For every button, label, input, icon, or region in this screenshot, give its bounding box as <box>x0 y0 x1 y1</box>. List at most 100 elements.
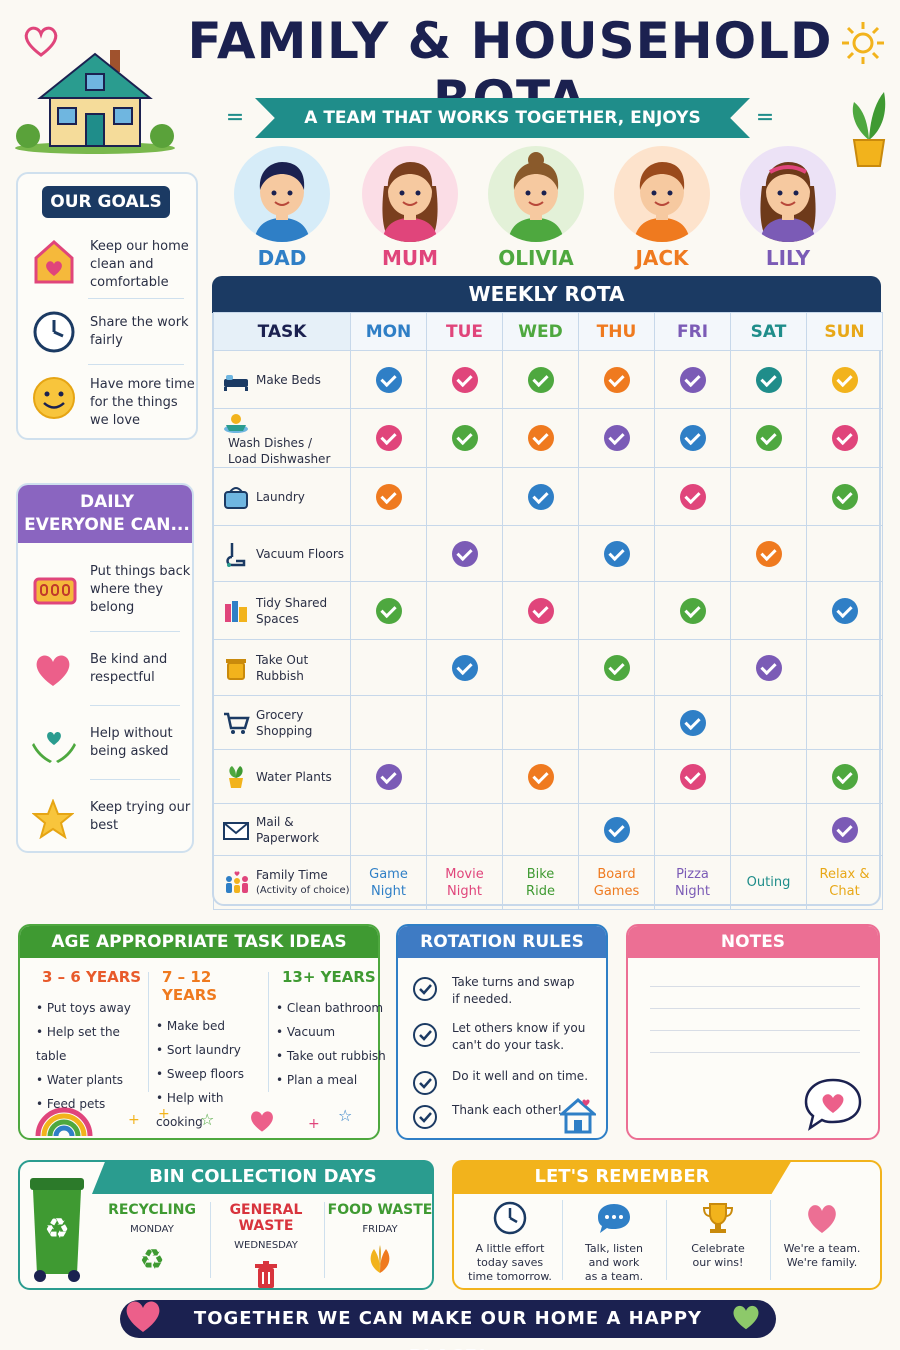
rota-cell-sun[interactable] <box>806 467 883 526</box>
rota-cell-thu[interactable] <box>578 639 655 696</box>
rota-cell-wed[interactable] <box>502 525 579 582</box>
rota-cell-sun[interactable] <box>806 350 883 409</box>
check-mark-icon[interactable] <box>679 763 706 790</box>
check-mark-icon[interactable] <box>375 597 402 624</box>
family-activity[interactable]: Relax & Chat <box>806 855 883 910</box>
check-mark-icon[interactable] <box>755 654 782 681</box>
check-mark-icon[interactable] <box>603 366 630 393</box>
check-mark-icon[interactable] <box>375 763 402 790</box>
rota-cell-tue[interactable] <box>426 749 503 804</box>
rota-cell-sat[interactable] <box>730 350 807 409</box>
rota-cell-sun[interactable] <box>806 639 883 696</box>
check-mark-icon[interactable] <box>451 540 478 567</box>
check-mark-icon[interactable] <box>451 425 478 451</box>
rota-cell-mon[interactable] <box>350 525 427 582</box>
rota-cell-sun[interactable] <box>806 525 883 582</box>
rota-cell-tue[interactable] <box>426 408 503 468</box>
rota-cell-thu[interactable] <box>578 525 655 582</box>
rota-cell-fri[interactable] <box>654 803 731 856</box>
check-mark-icon[interactable] <box>679 483 706 510</box>
family-activity[interactable]: Movie Night <box>426 855 503 910</box>
rota-cell-thu[interactable] <box>578 467 655 526</box>
rota-cell-sat[interactable] <box>730 467 807 526</box>
check-mark-icon[interactable] <box>451 654 478 681</box>
check-mark-icon[interactable] <box>831 366 858 393</box>
rota-cell-tue[interactable] <box>426 803 503 856</box>
rota-cell-sun[interactable] <box>806 749 883 804</box>
rota-cell-wed[interactable] <box>502 803 579 856</box>
rota-cell-sat[interactable] <box>730 749 807 804</box>
rota-cell-mon[interactable] <box>350 749 427 804</box>
check-mark-icon[interactable] <box>831 483 858 510</box>
family-activity[interactable]: Outing <box>730 855 807 910</box>
rota-cell-mon[interactable] <box>350 803 427 856</box>
rota-cell-mon[interactable] <box>350 695 427 750</box>
rota-cell-sun[interactable] <box>806 408 883 468</box>
rota-cell-thu[interactable] <box>578 749 655 804</box>
rota-cell-wed[interactable] <box>502 749 579 804</box>
rota-cell-tue[interactable] <box>426 525 503 582</box>
check-mark-icon[interactable] <box>603 540 630 567</box>
rota-cell-fri[interactable] <box>654 525 731 582</box>
check-mark-icon[interactable] <box>603 816 630 843</box>
rota-cell-thu[interactable] <box>578 581 655 640</box>
rota-cell-wed[interactable] <box>502 639 579 696</box>
check-mark-icon[interactable] <box>527 366 554 393</box>
rota-cell-sun[interactable] <box>806 803 883 856</box>
check-mark-icon[interactable] <box>375 366 402 393</box>
family-activity[interactable]: Bike Ride <box>502 855 579 910</box>
check-mark-icon[interactable] <box>831 425 858 451</box>
check-mark-icon[interactable] <box>831 597 858 624</box>
check-mark-icon[interactable] <box>831 763 858 790</box>
rota-cell-sun[interactable] <box>806 695 883 750</box>
check-mark-icon[interactable] <box>679 597 706 624</box>
check-mark-icon[interactable] <box>679 425 706 451</box>
check-mark-icon[interactable] <box>375 483 402 510</box>
rota-cell-sat[interactable] <box>730 639 807 696</box>
check-mark-icon[interactable] <box>451 366 478 393</box>
rota-cell-fri[interactable] <box>654 350 731 409</box>
check-mark-icon[interactable] <box>679 709 706 736</box>
rota-cell-mon[interactable] <box>350 350 427 409</box>
rota-cell-thu[interactable] <box>578 695 655 750</box>
rota-cell-wed[interactable] <box>502 408 579 468</box>
check-mark-icon[interactable] <box>755 540 782 567</box>
rota-cell-thu[interactable] <box>578 350 655 409</box>
rota-cell-tue[interactable] <box>426 639 503 696</box>
rota-cell-sat[interactable] <box>730 408 807 468</box>
check-mark-icon[interactable] <box>755 425 782 451</box>
rota-cell-fri[interactable] <box>654 749 731 804</box>
check-mark-icon[interactable] <box>679 366 706 393</box>
rota-cell-wed[interactable] <box>502 695 579 750</box>
family-activity[interactable]: Game Night <box>350 855 427 910</box>
rota-cell-mon[interactable] <box>350 581 427 640</box>
check-mark-icon[interactable] <box>603 425 630 451</box>
rota-cell-wed[interactable] <box>502 467 579 526</box>
rota-cell-tue[interactable] <box>426 581 503 640</box>
check-mark-icon[interactable] <box>831 816 858 843</box>
check-mark-icon[interactable] <box>755 366 782 393</box>
rota-cell-wed[interactable] <box>502 581 579 640</box>
rota-cell-fri[interactable] <box>654 695 731 750</box>
check-mark-icon[interactable] <box>527 483 554 510</box>
rota-cell-tue[interactable] <box>426 350 503 409</box>
rota-cell-sun[interactable] <box>806 581 883 640</box>
check-mark-icon[interactable] <box>527 597 554 624</box>
family-activity[interactable]: Board Games <box>578 855 655 910</box>
rota-cell-sat[interactable] <box>730 525 807 582</box>
rota-cell-tue[interactable] <box>426 467 503 526</box>
rota-cell-tue[interactable] <box>426 695 503 750</box>
rota-cell-thu[interactable] <box>578 408 655 468</box>
rota-cell-sat[interactable] <box>730 803 807 856</box>
rota-cell-fri[interactable] <box>654 639 731 696</box>
rota-cell-thu[interactable] <box>578 803 655 856</box>
family-activity[interactable]: Pizza Night <box>654 855 731 910</box>
rota-cell-sat[interactable] <box>730 695 807 750</box>
check-mark-icon[interactable] <box>527 425 554 451</box>
rota-cell-fri[interactable] <box>654 467 731 526</box>
rota-cell-wed[interactable] <box>502 350 579 409</box>
rota-cell-mon[interactable] <box>350 639 427 696</box>
rota-cell-fri[interactable] <box>654 408 731 468</box>
check-mark-icon[interactable] <box>603 654 630 681</box>
rota-cell-mon[interactable] <box>350 467 427 526</box>
